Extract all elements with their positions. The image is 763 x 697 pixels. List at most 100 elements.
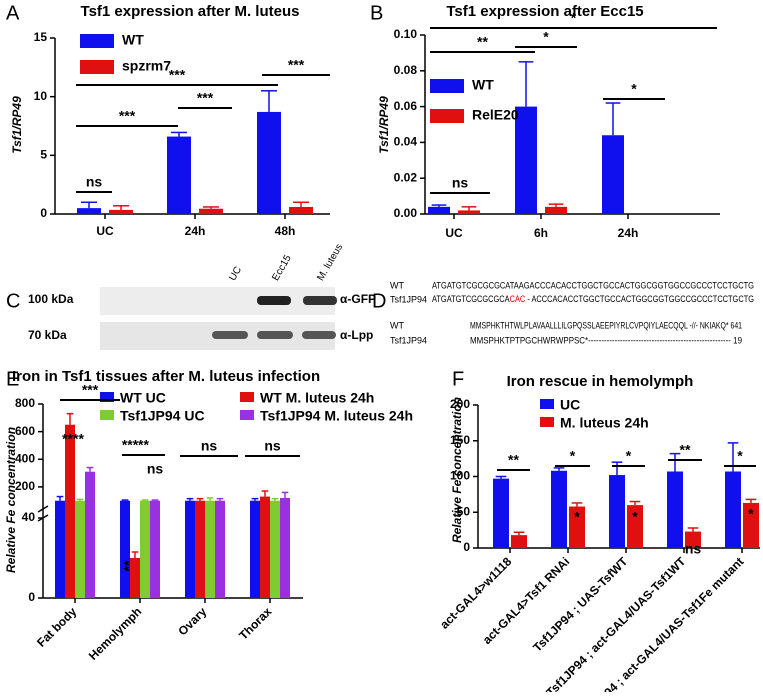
panel-label: D [372, 290, 386, 312]
panel-label: F [452, 368, 464, 390]
y-tick-label: 15 [34, 30, 48, 44]
bar [280, 497, 290, 598]
seq-mutation: CAC [510, 294, 526, 304]
y-axis-label: Tsf1/RP49 [10, 96, 24, 154]
bar [428, 206, 450, 214]
legend-swatch [430, 79, 464, 93]
bar [250, 500, 260, 598]
legend-label: spzrm7 [122, 58, 171, 74]
chart: Tsf1 expression after Ecc15 Tsf1/RP49 0.00… [377, 3, 720, 240]
x-tick-label: 6h [534, 226, 548, 240]
seq-text: ATGATGTCGCGCGCACAC - ACCCACACCTGGCTGCCAC… [432, 294, 754, 304]
y-tick-label: 50 [457, 504, 471, 518]
significance-label: * [748, 506, 754, 522]
y-tick-label: 100 [450, 469, 470, 483]
bar [55, 500, 65, 598]
bar [257, 111, 281, 214]
sequence-panel: WT ATGATGTCGCGCGCATAAGACCCACACCTGGCTGCCA… [390, 280, 754, 345]
legend-swatch [430, 109, 464, 123]
significance-label: ** [121, 560, 137, 571]
significance-label: * [632, 509, 638, 525]
bar [109, 209, 133, 214]
legend-label: M. luteus 24h [560, 415, 649, 431]
x-tick-label: Ovary [175, 604, 209, 638]
significance-label: *** [82, 382, 99, 398]
x-tick-label: Fat body [34, 604, 79, 649]
chart-title: Iron rescue in hemolymph [507, 373, 694, 390]
y-tick-label: 150 [450, 433, 470, 447]
legend-label: UC [560, 397, 580, 413]
bar [205, 500, 215, 598]
bar [725, 471, 741, 548]
legend-swatch [240, 410, 254, 420]
legend-label: Tsf1JP94 UC [120, 408, 205, 424]
bar [609, 475, 625, 548]
bar [493, 478, 509, 548]
panel-label: E [6, 368, 19, 390]
legend-swatch [80, 34, 114, 48]
y-tick-label: 0.00 [394, 206, 418, 220]
blot-row-label: 100 kDa [28, 292, 74, 306]
bar [85, 471, 95, 598]
y-tick-label: 5 [40, 148, 47, 162]
significance-label: ns [86, 174, 103, 190]
legend-swatch [240, 392, 254, 402]
bar [511, 535, 527, 548]
panel-label: B [370, 2, 383, 24]
significance-label: * [737, 448, 743, 464]
x-tick-label: 48h [275, 224, 296, 238]
significance-label: * [631, 81, 637, 97]
bar [260, 496, 270, 598]
y-tick-label: 200 [450, 397, 470, 411]
legend-swatch [540, 399, 554, 409]
blot-strip [100, 287, 335, 315]
significance-label: *** [119, 108, 136, 124]
significance-label: ns [264, 438, 281, 454]
significance-label: ** [477, 34, 488, 50]
legend-label: RelE20 [472, 107, 519, 123]
bar [167, 136, 191, 214]
significance-label: *** [197, 90, 214, 106]
legend-label: WT [122, 32, 144, 48]
bar [743, 502, 759, 548]
bar [667, 471, 683, 548]
significance-label: ** [680, 442, 691, 458]
y-tick-label: 800 [15, 396, 35, 410]
blot-antibody: α-GFP [340, 292, 376, 306]
blot-band [257, 296, 291, 305]
legend-label: WT UC [120, 390, 166, 406]
bar [270, 500, 280, 598]
significance-label: * [543, 29, 549, 45]
legend-swatch [100, 392, 114, 402]
significance-label: ns [147, 461, 164, 477]
significance-label: ns [201, 438, 218, 454]
seq-name: Tsf1JP94 [390, 335, 427, 345]
legend-label: WT M. luteus 24h [260, 390, 374, 406]
significance-label: *** [288, 57, 305, 73]
x-tick-label: 24h [185, 224, 206, 238]
y-tick-label: 0 [40, 206, 47, 220]
bar [458, 210, 480, 214]
significance-label: ** [138, 437, 149, 453]
x-tick-label: Thorax [236, 604, 274, 642]
y-tick-label: 0 [463, 540, 470, 554]
bar [627, 505, 643, 548]
chart-title: Tsf1 expression after Ecc15 [446, 3, 643, 20]
bar [65, 424, 75, 598]
bar [140, 500, 150, 598]
y-tick-label: 0.02 [394, 170, 418, 184]
bar [195, 500, 205, 598]
bar [569, 506, 585, 548]
bar [215, 500, 225, 598]
y-tick-label: 0.04 [394, 135, 418, 149]
seq-text: MMSPHKTPTPGCHWRWPPSC*-------------------… [470, 335, 742, 345]
significance-label: * [574, 509, 580, 525]
chart-title: Iron in Tsf1 tissues after M. luteus inf… [12, 368, 320, 385]
y-tick-label: 200 [15, 479, 35, 493]
bar [185, 500, 195, 598]
x-tick-label: Hemolymph [86, 604, 144, 662]
significance-label: ns [685, 541, 702, 557]
y-axis-label: Tsf1/RP49 [377, 96, 391, 154]
significance-label: **** [62, 431, 84, 447]
